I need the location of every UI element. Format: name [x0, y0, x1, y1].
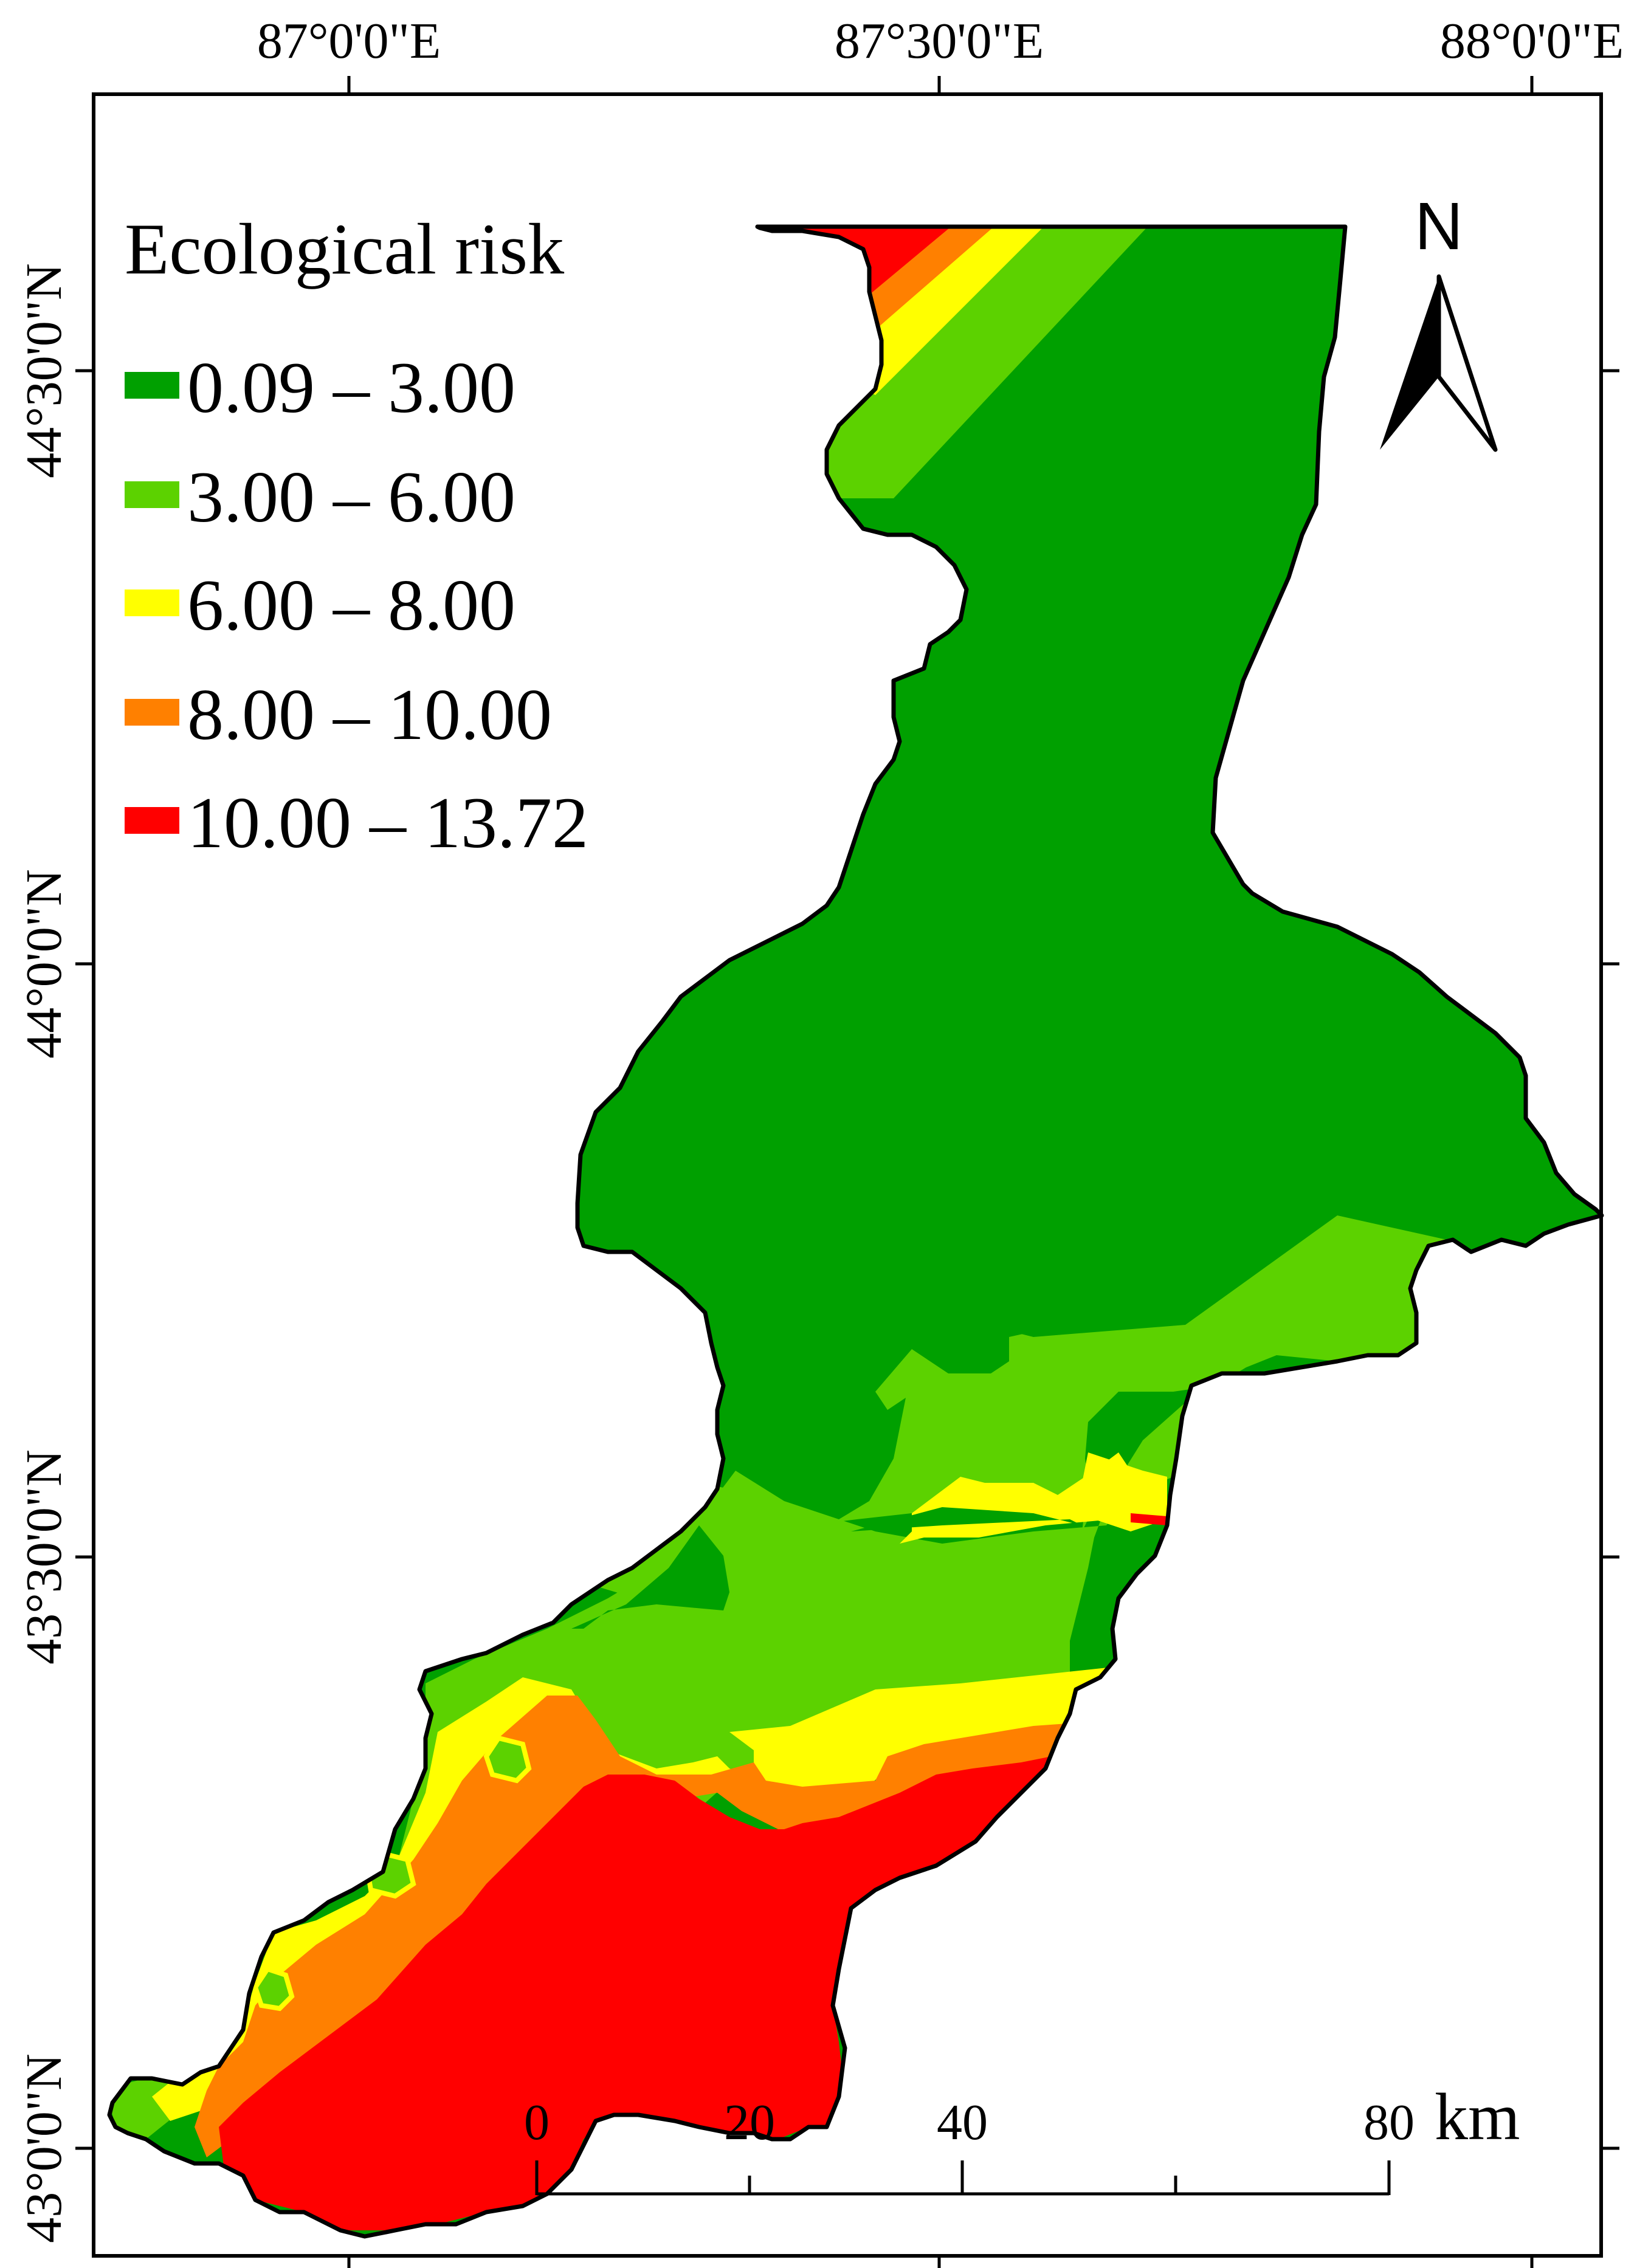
scale-tick-40: 40 — [937, 2094, 988, 2151]
longitude-label-2: 87°30'0"E — [835, 13, 1044, 69]
region-outline — [107, 224, 1604, 2239]
latitude-label-4: 43°0'0"N — [16, 2053, 72, 2243]
scale-bar: 0 20 40 80 km — [524, 2080, 1520, 2196]
latitude-label-1: 44°30'0"N — [16, 263, 72, 478]
latitude-label-2: 44°0'0"N — [16, 869, 72, 1059]
zone-yellow-strip — [1082, 1452, 1167, 1531]
legend-swatch-4 — [125, 699, 179, 726]
legend-item-3: 6.00 – 8.00 — [125, 565, 515, 645]
north-arrow-icon: N — [1380, 189, 1498, 452]
zone-dark-sliver — [997, 1313, 1064, 1337]
zone-dark-patch — [851, 1507, 1082, 1531]
legend-item-5: 10.00 – 13.72 — [125, 782, 588, 863]
legend-item-1: 0.09 – 3.00 — [125, 347, 515, 428]
legend-label-3: 6.00 – 8.00 — [187, 565, 515, 645]
scale-tick-0: 0 — [524, 2094, 550, 2151]
legend-label-2: 3.00 – 6.00 — [187, 456, 515, 537]
zone-very-high-south — [219, 1750, 1082, 2230]
legend-swatch-5 — [125, 807, 179, 834]
legend-title: Ecological risk — [125, 208, 564, 289]
scale-tick-80: 80 — [1363, 2094, 1415, 2151]
legend-swatch-1 — [125, 372, 179, 399]
zone-low-belt — [109, 1386, 1240, 2139]
zone-low-spot-3 — [252, 1966, 295, 2012]
north-arrow-label: N — [1415, 189, 1463, 264]
zone-low-spot-1 — [483, 1735, 532, 1784]
legend-label-1: 0.09 – 3.00 — [187, 347, 515, 428]
scale-tick-20: 20 — [724, 2094, 775, 2151]
legend: Ecological risk 0.09 – 3.00 3.00 – 6.00 … — [125, 208, 588, 863]
legend-item-4: 8.00 – 10.00 — [125, 674, 552, 755]
zone-red-strip — [1131, 1513, 1167, 1525]
legend-swatch-2 — [125, 481, 179, 508]
legend-item-2: 3.00 – 6.00 — [125, 456, 515, 537]
latitude-label-3: 43°30'0"N — [16, 1449, 72, 1665]
longitude-label-3: 88°0'0"E — [1440, 13, 1624, 69]
map-frame — [92, 92, 1603, 2258]
scale-unit: km — [1435, 2080, 1520, 2154]
frame-ticks — [75, 76, 1619, 2268]
legend-swatch-3 — [125, 589, 179, 616]
legend-label-4: 8.00 – 10.00 — [187, 674, 552, 755]
longitude-label-1: 87°0'0"E — [257, 13, 441, 69]
zone-dark-island — [571, 1525, 729, 1629]
legend-label-5: 10.00 – 13.72 — [187, 782, 588, 863]
